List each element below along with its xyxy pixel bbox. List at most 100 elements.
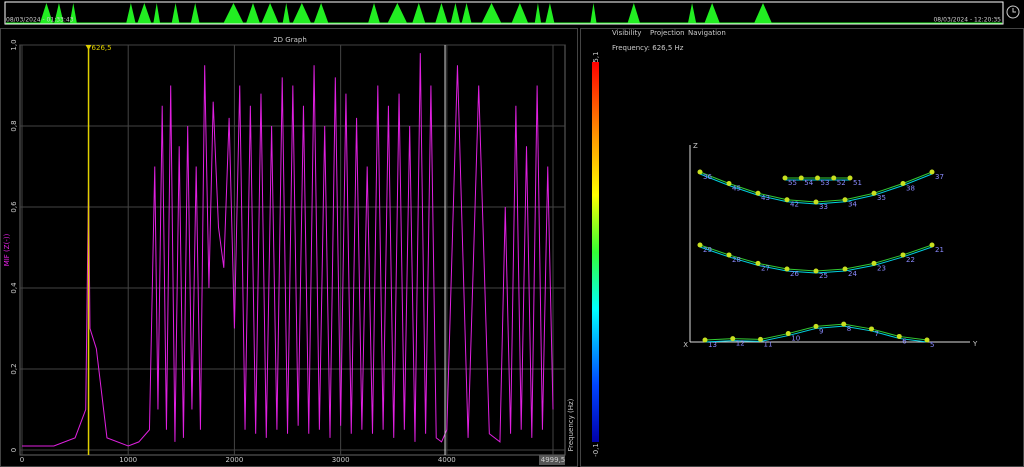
node (869, 326, 874, 332)
axis-z: Z (693, 142, 698, 150)
node (785, 331, 791, 337)
activity (190, 3, 200, 23)
timeline-activity (6, 3, 1002, 24)
node-label: 24 (848, 270, 857, 278)
axis-x: X (683, 341, 688, 349)
x-tick-label: 4999,5 (541, 456, 566, 464)
node (784, 197, 790, 203)
node (758, 336, 763, 342)
y-tick-label: 0 (10, 448, 18, 452)
x-tick-label: 1000 (119, 456, 137, 464)
activity (54, 3, 64, 23)
x-tick-label: 4000 (438, 456, 456, 464)
tab[interactable]: Visibility (612, 29, 641, 37)
node-label: 54 (804, 179, 813, 187)
colorbar-title: Frequency (Hz) (567, 398, 575, 451)
node (815, 175, 820, 181)
x-tick-label: 0 (20, 456, 24, 464)
node (871, 260, 877, 266)
node-label: 42 (790, 201, 799, 209)
graph-panel (0, 28, 578, 467)
activity (481, 3, 502, 23)
node (702, 337, 708, 343)
node (847, 175, 853, 181)
timeline-end: 08/03/2024 - 12:20:35 (933, 17, 1001, 24)
node-label: 5 (930, 341, 934, 349)
node (900, 180, 906, 186)
clock-hands (1012, 8, 1016, 13)
node (900, 252, 906, 258)
y-tick-label: 0,6 (10, 201, 18, 213)
node (842, 197, 848, 203)
node-label: 36 (703, 173, 712, 181)
activity (590, 3, 597, 23)
frequency-label: Frequency: 626,5 Hz (612, 44, 684, 52)
node-label: 53 (821, 179, 830, 187)
y-tick-label: 1,0 (10, 39, 18, 50)
y-tick-label: 0,8 (10, 120, 18, 131)
node (929, 169, 935, 175)
node (841, 321, 847, 327)
node (813, 199, 819, 205)
axis-y: Y (972, 340, 978, 348)
activity (387, 3, 408, 23)
node-label: 52 (837, 179, 846, 187)
x-tick-label: 2000 (226, 456, 244, 464)
node (782, 175, 788, 181)
cursor-label: 626,5 (92, 44, 112, 52)
node-label: 22 (906, 256, 915, 264)
node-label: 51 (853, 179, 862, 187)
timeline-start: 08/03/2024 - 01:33:43 (6, 17, 74, 24)
activity (461, 3, 472, 23)
node-label: 23 (877, 264, 886, 272)
activity (246, 3, 260, 23)
y-tick-label: 0,2 (10, 363, 18, 374)
node-label: 8 (847, 325, 851, 333)
activity (40, 3, 53, 23)
node (755, 190, 761, 196)
node (730, 336, 736, 342)
node-label: 37 (935, 173, 944, 181)
activity (627, 3, 641, 23)
node-label: 27 (761, 264, 770, 272)
activity (450, 3, 461, 23)
spectrum-line (22, 53, 554, 447)
node (831, 175, 837, 181)
y-tick-label: 0,4 (10, 282, 18, 294)
tab[interactable]: Navigation (688, 29, 726, 37)
tab[interactable]: Projection (650, 29, 685, 37)
node-label: 28 (732, 256, 741, 264)
node (755, 260, 761, 266)
activity (223, 3, 244, 23)
node-label: 7 (875, 330, 879, 338)
node-label: 45 (732, 184, 741, 192)
node-label: 10 (791, 335, 800, 343)
node (726, 180, 732, 186)
activity (545, 3, 555, 23)
colorbar (592, 62, 599, 442)
node (813, 323, 819, 329)
activity (704, 3, 720, 23)
activity (368, 3, 380, 23)
node (842, 266, 848, 272)
node (929, 242, 935, 248)
clock-button[interactable] (1006, 5, 1020, 19)
node (813, 268, 819, 274)
activity (313, 3, 329, 23)
activity (137, 3, 152, 23)
activity (534, 3, 542, 23)
node (798, 175, 804, 181)
cursor-handle (85, 45, 92, 50)
node (697, 242, 703, 248)
node (896, 333, 902, 339)
y-axis-label: MIF (Z(-)) (3, 233, 11, 266)
node-label: 33 (819, 203, 828, 211)
node-label: 38 (906, 184, 915, 192)
node-label: 35 (877, 194, 886, 202)
activity (412, 3, 426, 23)
node-label: 25 (819, 272, 828, 280)
activity (153, 3, 161, 23)
activity (435, 3, 448, 23)
activity (511, 3, 529, 23)
